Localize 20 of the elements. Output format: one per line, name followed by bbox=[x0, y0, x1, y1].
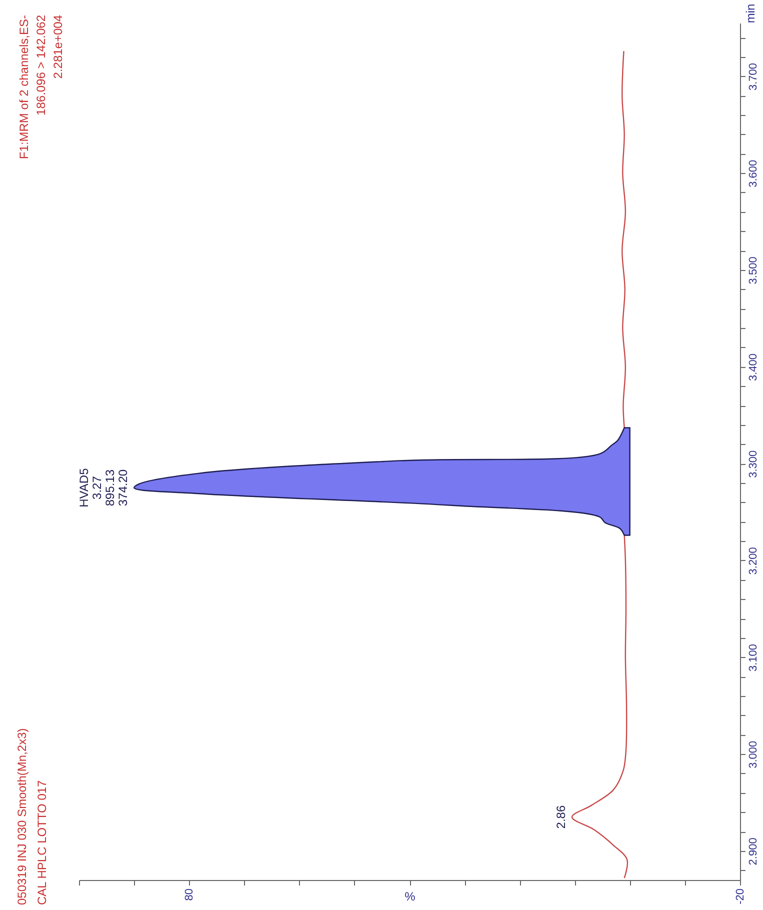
y-tick-label: 3.500 bbox=[748, 256, 760, 284]
y-tick-label: 3.100 bbox=[748, 644, 760, 672]
y-tick-label: 3.700 bbox=[748, 62, 760, 91]
y-tick-label: 3.600 bbox=[748, 160, 760, 188]
text: 186.096 > 142.062 bbox=[34, 14, 48, 116]
y-tick-label: 3.200 bbox=[748, 547, 760, 575]
annotation: 2.86 bbox=[554, 805, 568, 829]
y-tick-label: 3.400 bbox=[748, 354, 760, 382]
y-tick-label: 3.300 bbox=[748, 450, 760, 478]
y-axis-title: min bbox=[744, 4, 758, 24]
annotation: HVAD5 3.27 895.13 374.20 bbox=[77, 468, 130, 508]
x-axis-title: % bbox=[404, 890, 416, 904]
text: 2.281e+004 bbox=[51, 14, 65, 79]
text: CAL HPLC LOTTO 017 bbox=[35, 780, 49, 905]
x-tick-label: 80 bbox=[184, 888, 196, 901]
y-tick-label: 3.000 bbox=[748, 740, 760, 768]
y-tick-label: 2.900 bbox=[748, 838, 760, 866]
x-tick-label: -20 bbox=[734, 888, 746, 904]
text: F1:MRM of 2 channels,ES- bbox=[17, 15, 31, 160]
text: 050319 INJ 030 Smooth(Mn,2x3) bbox=[15, 728, 29, 905]
